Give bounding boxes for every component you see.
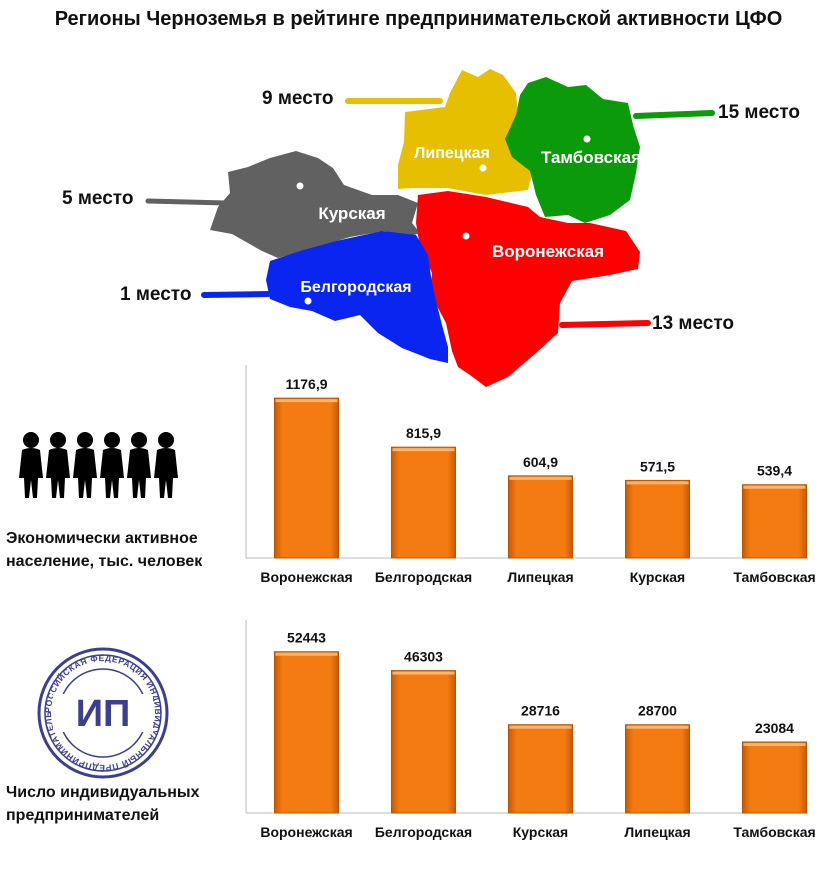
bar-highlight-3 — [509, 476, 572, 480]
region-label-tambov: Тамбовская — [541, 148, 641, 167]
bar-value-label-5: 23084 — [755, 720, 794, 736]
bar-value-label-3: 604,9 — [523, 454, 558, 470]
region-label-voronezh: Воронежская — [492, 242, 604, 261]
bar-highlight-3 — [509, 725, 572, 729]
rank-label-kursk: 5 место — [62, 188, 134, 209]
people-icon — [19, 432, 178, 498]
region-map: Липецкая Тамбовская Курская Воронежская … — [145, 69, 715, 387]
category-label-1: Воронежская — [260, 824, 352, 840]
bar-4 — [625, 479, 690, 559]
bar-value-label-5: 539,4 — [757, 463, 792, 479]
bar-2 — [391, 446, 456, 559]
bar-value-label-1: 52443 — [287, 630, 326, 646]
category-label-4: Липецкая — [624, 824, 690, 840]
seal-letters: ИП — [76, 693, 131, 735]
category-label-5: Тамбовская — [733, 824, 815, 840]
voronezh-capital-dot — [462, 232, 470, 240]
bar-highlight-2 — [392, 671, 455, 675]
category-label-5: Тамбовская — [733, 569, 815, 585]
bar-highlight-4 — [626, 481, 689, 485]
bar-value-label-1: 1176,9 — [285, 376, 327, 392]
region-label-kursk: Курская — [318, 204, 385, 223]
bar-4 — [625, 724, 690, 814]
bar-value-label-2: 46303 — [404, 649, 443, 665]
region-kursk[interactable] — [210, 151, 420, 258]
region-lipetsk[interactable] — [398, 69, 534, 195]
ip-seal-logo: РОССИЙСКАЯ ФЕДЕРАЦИЯ ИНДИВИДУАЛЬНЫЙ ПРЕД… — [36, 646, 169, 779]
bar-5 — [742, 741, 807, 814]
region-tambov[interactable] — [505, 77, 640, 223]
kursk-capital-dot — [296, 182, 304, 190]
bar-3 — [508, 724, 573, 814]
tambov-capital-dot — [583, 135, 591, 143]
rank-label-belgorod: 1 место — [120, 284, 192, 305]
bar-highlight-1 — [275, 399, 338, 403]
tambov-connector — [633, 110, 715, 119]
region-label-belgorod: Белгородская — [300, 279, 411, 296]
voronezh-connector — [559, 320, 651, 328]
kursk-connector — [145, 198, 229, 206]
bar-2 — [391, 670, 456, 814]
bar-3 — [508, 475, 573, 559]
category-label-3: Курская — [513, 824, 568, 840]
category-label-4: Курская — [630, 569, 685, 585]
rank-label-tambov: 15 место — [718, 102, 801, 123]
ip-caption: Число индивидуальных предпринимателей — [6, 784, 200, 824]
belgorod-capital-dot — [304, 297, 312, 305]
bar-highlight-5 — [743, 485, 806, 489]
rank-label-lipetsk: 9 место — [262, 88, 334, 109]
category-label-1: Воронежская — [260, 569, 352, 585]
category-label-2: Белгородская — [375, 569, 472, 585]
bar-1 — [274, 397, 339, 559]
population-caption: Экономически активное население, тыс. че… — [6, 530, 203, 570]
category-label-3: Липецкая — [507, 569, 573, 585]
category-label-2: Белгородская — [375, 824, 472, 840]
bar-value-label-3: 28716 — [521, 703, 560, 719]
bar-value-label-2: 815,9 — [406, 425, 441, 441]
bar-highlight-5 — [743, 743, 806, 747]
ip-bar-chart: 52443 Воронежская 46303 Белгородская 28716 Ку… — [245, 620, 816, 840]
bar-value-label-4: 571,5 — [640, 458, 675, 474]
rank-label-voronezh: 13 место — [652, 313, 735, 334]
region-voronezh[interactable] — [416, 191, 640, 387]
region-belgorod[interactable] — [266, 231, 448, 363]
bar-1 — [274, 651, 339, 814]
lipetsk-capital-dot — [479, 164, 487, 172]
bar-highlight-1 — [275, 652, 338, 656]
bar-highlight-2 — [392, 448, 455, 452]
belgorod-connector — [201, 291, 271, 298]
bar-5 — [742, 484, 807, 559]
population-bar-chart: 1176,9 Воронежская 815,9 Белгородская 604,9 Л… — [245, 365, 816, 585]
region-label-lipetsk: Липецкая — [414, 145, 490, 162]
page-title: Регионы Черноземья в рейтинге предприним… — [54, 8, 783, 30]
bar-value-label-4: 28700 — [638, 703, 677, 719]
bar-highlight-4 — [626, 725, 689, 729]
